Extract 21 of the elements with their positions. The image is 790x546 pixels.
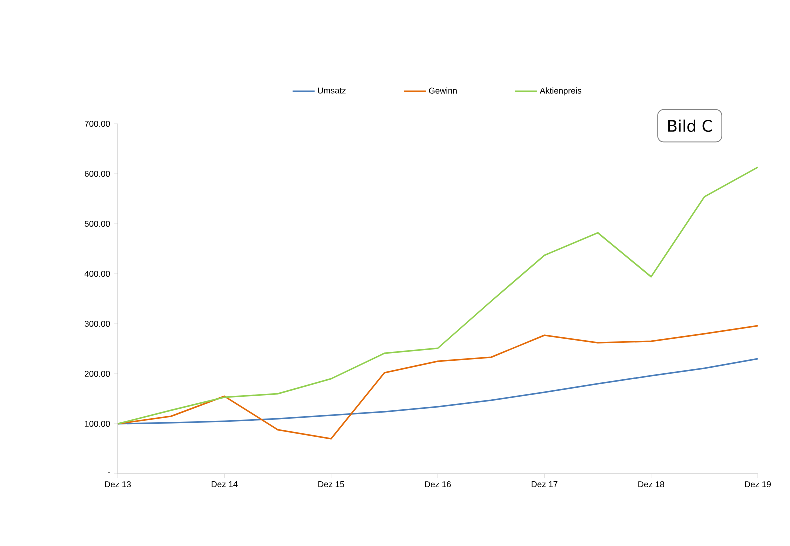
x-tick-label: Dez 19 xyxy=(745,482,772,488)
x-tick-label: Dez 17 xyxy=(532,482,558,488)
x-tick-label: Dez 13 xyxy=(105,482,132,488)
y-tick-label: 600.00 xyxy=(85,171,110,177)
y-tick-label: 400.00 xyxy=(84,271,110,277)
x-tick-label: Dez 15 xyxy=(318,482,344,488)
y-tick-label: 700.00 xyxy=(85,121,110,127)
x-tick-label: Dez 16 xyxy=(425,482,452,488)
line-series xyxy=(117,325,759,440)
annotation: Bild C xyxy=(668,120,712,132)
y-tick-label: 100.00 xyxy=(85,421,110,427)
y-tick-label: 200.00 xyxy=(85,371,110,377)
legend-label: Gewinn xyxy=(429,88,457,94)
x-tick-label: Dez 14 xyxy=(212,482,238,488)
y-tick-label: 500.00 xyxy=(84,221,110,227)
x-tick-label: Dez 18 xyxy=(638,482,664,488)
line-series xyxy=(117,166,759,425)
legend-label: Aktienpreis xyxy=(540,88,582,96)
legend-label: Umsatz xyxy=(318,88,346,94)
y-tick-label: 300.00 xyxy=(84,321,110,327)
y-tick-label: - xyxy=(108,472,110,474)
